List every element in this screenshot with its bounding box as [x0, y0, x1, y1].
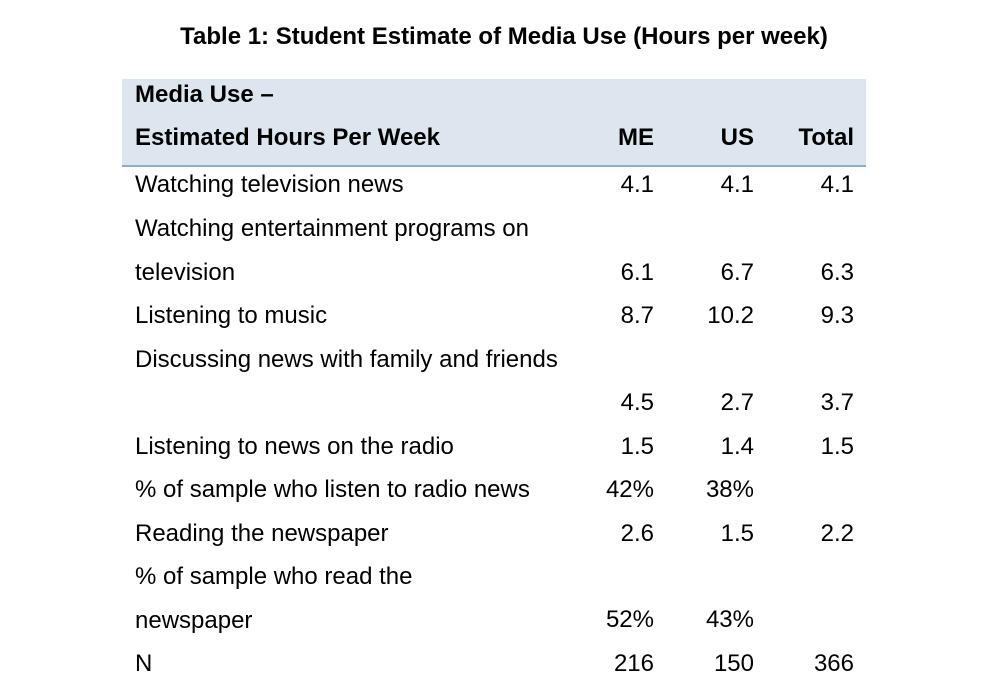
table-row: Listening to news on the radio 1.5 1.4 1…	[122, 432, 866, 475]
row-label: % of sample who listen to radio news	[135, 476, 530, 503]
cell-me: 1.5	[620, 433, 654, 460]
row-label: % of sample who read the newspaper	[135, 563, 413, 634]
media-use-table: Media Use – Estimated Hours Per Week ME …	[122, 79, 866, 689]
row-label: Discussing news with family and friends	[135, 346, 558, 373]
cell-total: 2.2	[820, 520, 854, 547]
cell-us: 4.1	[720, 171, 754, 198]
row-label: Watching entertainment programs on telev…	[135, 215, 529, 286]
cell-me: 4.5	[620, 389, 654, 416]
cell-us: 6.7	[720, 259, 754, 286]
header-me: ME	[618, 124, 654, 151]
header-estimated-hours: Estimated Hours Per Week	[135, 124, 441, 151]
cell-me: 8.7	[620, 302, 654, 329]
cell-me: 52%	[605, 606, 654, 633]
cell-us: 150	[713, 650, 754, 677]
header-total: Total	[798, 124, 854, 151]
cell-us: 2.7	[720, 389, 754, 416]
cell-total: 366	[813, 650, 854, 677]
cell-me: 42%	[605, 476, 654, 503]
cell-me: 2.6	[620, 520, 654, 547]
table-row: Watching television news 4.1 4.1 4.1	[122, 170, 866, 214]
cell-me: 216	[613, 650, 654, 677]
table-row: Reading the newspaper 2.6 1.5 2.2	[122, 519, 866, 562]
cell-total: 1.5	[820, 433, 854, 460]
table-row: % of sample who listen to radio news 42%…	[122, 475, 866, 519]
cell-total: 3.7	[820, 389, 854, 416]
cell-me: 6.1	[620, 259, 654, 286]
cell-us: 1.5	[720, 520, 754, 547]
row-label: Reading the newspaper	[135, 520, 389, 547]
cell-total: 6.3	[820, 259, 854, 286]
row-label: Listening to music	[135, 302, 328, 329]
cell-us: 1.4	[720, 433, 754, 460]
table-row: Listening to music 8.7 10.2 9.3	[122, 301, 866, 345]
cell-total: 9.3	[820, 302, 854, 329]
table-row: Discussing news with family and friends …	[122, 345, 866, 432]
header-us: US	[720, 124, 754, 151]
table-row: Watching entertainment programs on telev…	[122, 214, 866, 301]
cell-me: 4.1	[620, 171, 654, 198]
cell-total: 4.1	[820, 171, 854, 198]
table-row: % of sample who read the newspaper 52% 4…	[122, 562, 866, 649]
table-header: Media Use – Estimated Hours Per Week ME …	[122, 79, 866, 167]
row-label: Listening to news on the radio	[135, 433, 454, 460]
cell-us: 38%	[705, 476, 754, 503]
cell-us: 43%	[705, 606, 754, 633]
header-media-use: Media Use –	[135, 81, 274, 108]
row-label: Watching television news	[135, 171, 404, 198]
table-row: N 216 150 366	[122, 649, 866, 689]
row-label: N	[135, 650, 153, 677]
table-title: Table 1: Student Estimate of Media Use (…	[180, 23, 828, 50]
cell-us: 10.2	[707, 302, 754, 329]
